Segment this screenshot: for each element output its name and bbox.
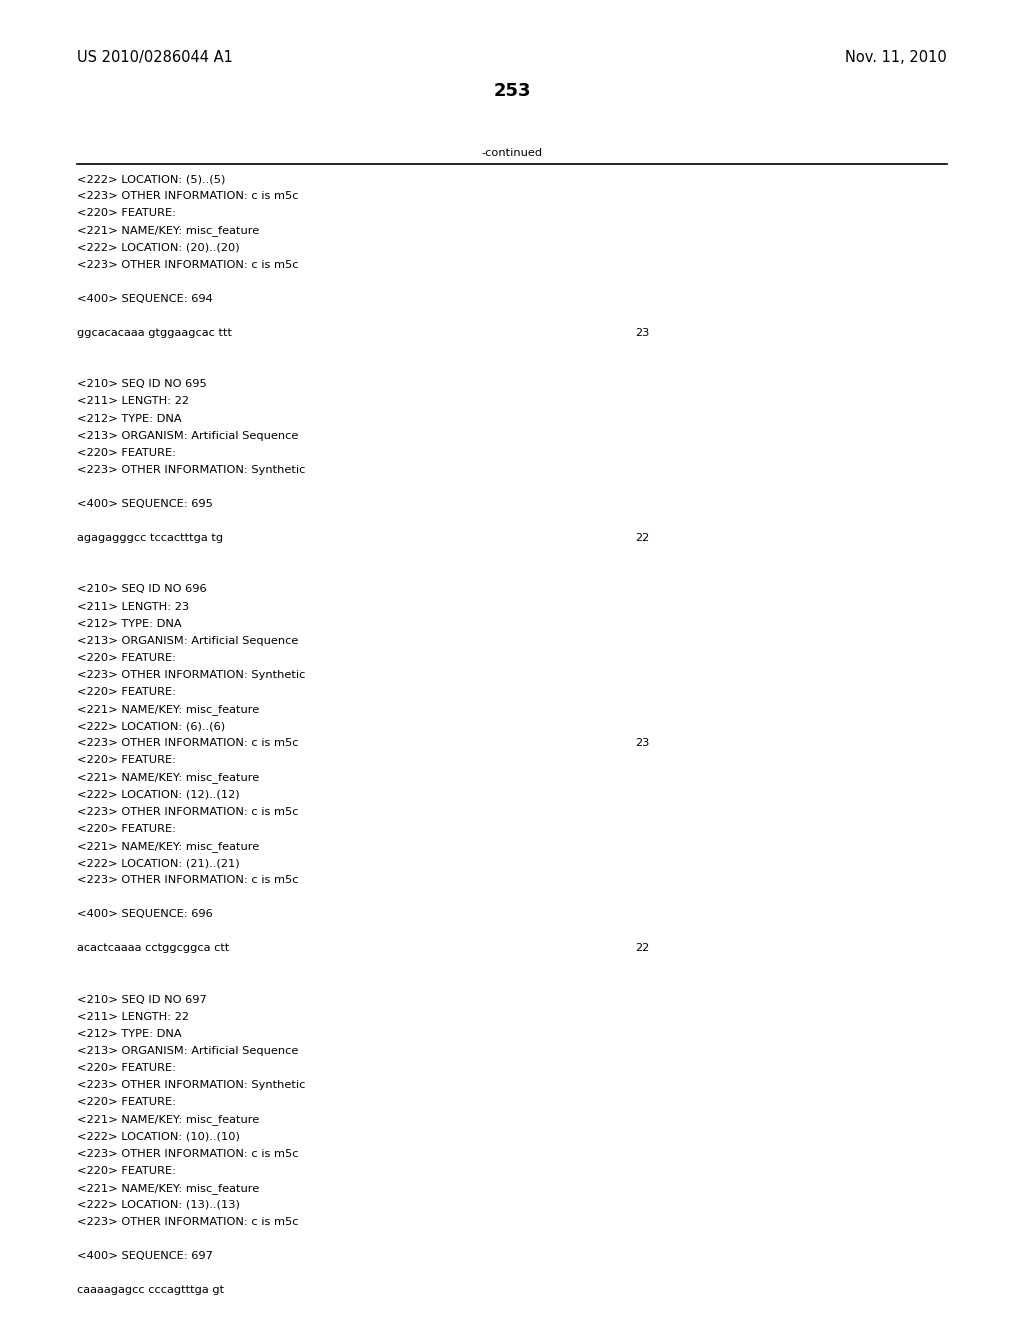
- Text: <220> FEATURE:: <220> FEATURE:: [77, 209, 176, 218]
- Text: <223> OTHER INFORMATION: Synthetic: <223> OTHER INFORMATION: Synthetic: [77, 465, 305, 475]
- Text: ggcacacaaa gtggaagcac ttt: ggcacacaaa gtggaagcac ttt: [77, 329, 231, 338]
- Text: <213> ORGANISM: Artificial Sequence: <213> ORGANISM: Artificial Sequence: [77, 1045, 298, 1056]
- Text: <220> FEATURE:: <220> FEATURE:: [77, 1063, 176, 1073]
- Text: <221> NAME/KEY: misc_feature: <221> NAME/KEY: misc_feature: [77, 772, 259, 784]
- Text: Nov. 11, 2010: Nov. 11, 2010: [846, 50, 947, 65]
- Text: <210> SEQ ID NO 697: <210> SEQ ID NO 697: [77, 995, 207, 1005]
- Text: <223> OTHER INFORMATION: c is m5c: <223> OTHER INFORMATION: c is m5c: [77, 1217, 298, 1228]
- Text: <222> LOCATION: (12)..(12): <222> LOCATION: (12)..(12): [77, 789, 240, 800]
- Text: <221> NAME/KEY: misc_feature: <221> NAME/KEY: misc_feature: [77, 704, 259, 715]
- Text: 23: 23: [635, 738, 649, 748]
- Text: <222> LOCATION: (5)..(5): <222> LOCATION: (5)..(5): [77, 174, 225, 185]
- Text: <220> FEATURE:: <220> FEATURE:: [77, 824, 176, 834]
- Text: <220> FEATURE:: <220> FEATURE:: [77, 653, 176, 663]
- Text: 253: 253: [494, 82, 530, 100]
- Text: <222> LOCATION: (10)..(10): <222> LOCATION: (10)..(10): [77, 1131, 240, 1142]
- Text: <212> TYPE: DNA: <212> TYPE: DNA: [77, 619, 181, 628]
- Text: <222> LOCATION: (20)..(20): <222> LOCATION: (20)..(20): [77, 243, 240, 252]
- Text: <222> LOCATION: (13)..(13): <222> LOCATION: (13)..(13): [77, 1200, 240, 1210]
- Text: 22: 22: [635, 533, 649, 544]
- Text: <223> OTHER INFORMATION: c is m5c: <223> OTHER INFORMATION: c is m5c: [77, 807, 298, 817]
- Text: <220> FEATURE:: <220> FEATURE:: [77, 447, 176, 458]
- Text: <223> OTHER INFORMATION: c is m5c: <223> OTHER INFORMATION: c is m5c: [77, 191, 298, 202]
- Text: <213> ORGANISM: Artificial Sequence: <213> ORGANISM: Artificial Sequence: [77, 430, 298, 441]
- Text: caaaagagcc cccagtttga gt: caaaagagcc cccagtttga gt: [77, 1286, 224, 1295]
- Text: <221> NAME/KEY: misc_feature: <221> NAME/KEY: misc_feature: [77, 226, 259, 236]
- Text: <222> LOCATION: (6)..(6): <222> LOCATION: (6)..(6): [77, 721, 225, 731]
- Text: <212> TYPE: DNA: <212> TYPE: DNA: [77, 413, 181, 424]
- Text: <220> FEATURE:: <220> FEATURE:: [77, 755, 176, 766]
- Text: <211> LENGTH: 22: <211> LENGTH: 22: [77, 1012, 188, 1022]
- Text: <220> FEATURE:: <220> FEATURE:: [77, 1166, 176, 1176]
- Text: -continued: -continued: [481, 148, 543, 158]
- Text: <212> TYPE: DNA: <212> TYPE: DNA: [77, 1030, 181, 1039]
- Text: acactcaaaa cctggcggca ctt: acactcaaaa cctggcggca ctt: [77, 944, 229, 953]
- Text: agagagggcc tccactttga tg: agagagggcc tccactttga tg: [77, 533, 223, 544]
- Text: <210> SEQ ID NO 696: <210> SEQ ID NO 696: [77, 585, 207, 594]
- Text: <223> OTHER INFORMATION: c is m5c: <223> OTHER INFORMATION: c is m5c: [77, 738, 298, 748]
- Text: <223> OTHER INFORMATION: c is m5c: <223> OTHER INFORMATION: c is m5c: [77, 875, 298, 886]
- Text: <220> FEATURE:: <220> FEATURE:: [77, 1097, 176, 1107]
- Text: <210> SEQ ID NO 695: <210> SEQ ID NO 695: [77, 379, 207, 389]
- Text: <222> LOCATION: (21)..(21): <222> LOCATION: (21)..(21): [77, 858, 240, 869]
- Text: <400> SEQUENCE: 697: <400> SEQUENCE: 697: [77, 1251, 213, 1261]
- Text: <223> OTHER INFORMATION: Synthetic: <223> OTHER INFORMATION: Synthetic: [77, 1080, 305, 1090]
- Text: <221> NAME/KEY: misc_feature: <221> NAME/KEY: misc_feature: [77, 1114, 259, 1126]
- Text: <400> SEQUENCE: 695: <400> SEQUENCE: 695: [77, 499, 213, 510]
- Text: <221> NAME/KEY: misc_feature: <221> NAME/KEY: misc_feature: [77, 841, 259, 851]
- Text: <213> ORGANISM: Artificial Sequence: <213> ORGANISM: Artificial Sequence: [77, 636, 298, 645]
- Text: <223> OTHER INFORMATION: c is m5c: <223> OTHER INFORMATION: c is m5c: [77, 260, 298, 269]
- Text: <223> OTHER INFORMATION: Synthetic: <223> OTHER INFORMATION: Synthetic: [77, 671, 305, 680]
- Text: <400> SEQUENCE: 696: <400> SEQUENCE: 696: [77, 909, 213, 919]
- Text: US 2010/0286044 A1: US 2010/0286044 A1: [77, 50, 232, 65]
- Text: 23: 23: [635, 329, 649, 338]
- Text: <221> NAME/KEY: misc_feature: <221> NAME/KEY: misc_feature: [77, 1183, 259, 1193]
- Text: <211> LENGTH: 23: <211> LENGTH: 23: [77, 602, 188, 611]
- Text: <211> LENGTH: 22: <211> LENGTH: 22: [77, 396, 188, 407]
- Text: 22: 22: [635, 944, 649, 953]
- Text: <220> FEATURE:: <220> FEATURE:: [77, 688, 176, 697]
- Text: <223> OTHER INFORMATION: c is m5c: <223> OTHER INFORMATION: c is m5c: [77, 1148, 298, 1159]
- Text: <400> SEQUENCE: 694: <400> SEQUENCE: 694: [77, 294, 213, 304]
